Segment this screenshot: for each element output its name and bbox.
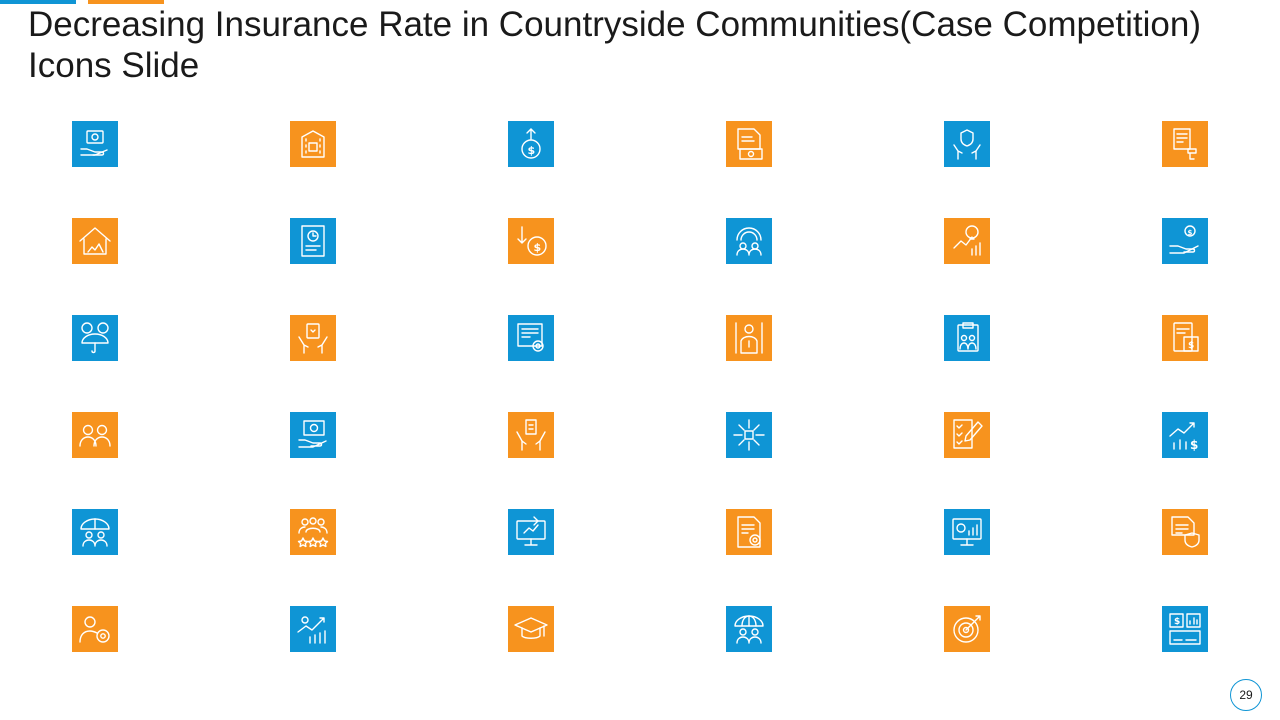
invoice-cash-tile — [726, 121, 772, 167]
slide-title: Decreasing Insurance Rate in Countryside… — [28, 5, 1202, 85]
investment-chart-icon: $ — [1169, 422, 1198, 452]
shared-insurance-icon — [736, 227, 762, 256]
hands-card-tile — [290, 315, 336, 361]
bank-building-tile — [290, 121, 336, 167]
bank-building-icon — [301, 130, 325, 158]
payment-card-icon: $ — [1173, 322, 1199, 352]
hand-coin-icon: $ — [1169, 225, 1199, 254]
document-stamp-icon — [1173, 128, 1197, 160]
target-tile — [944, 606, 990, 652]
accent-bar-blue — [0, 0, 76, 4]
accent-bar-orange — [88, 0, 164, 4]
house-insurance-tile — [72, 218, 118, 264]
svg-text:$: $ — [1174, 617, 1180, 627]
hands-box-tile — [508, 412, 554, 458]
life-insurance-icon — [735, 322, 763, 354]
svg-text:$: $ — [528, 144, 536, 157]
network-hub-tile — [726, 412, 772, 458]
global-insurance-icon — [734, 615, 764, 644]
customer-rating-tile — [290, 509, 336, 555]
secure-document-tile — [1162, 509, 1208, 555]
umbrella-coins-tile — [72, 315, 118, 361]
document-settings-tile — [726, 509, 772, 555]
customer-rating-icon — [297, 517, 329, 548]
document-settings-icon — [737, 516, 761, 548]
shared-insurance-tile — [726, 218, 772, 264]
growth-idea-tile — [944, 218, 990, 264]
investment-chart-tile: $ — [1162, 412, 1208, 458]
payment-card-tile: $ — [1162, 315, 1208, 361]
user-settings-tile — [72, 606, 118, 652]
cash-presentation-icon — [298, 420, 327, 448]
user-settings-icon — [79, 616, 110, 643]
svg-text:$: $ — [1188, 229, 1193, 237]
report-clock-tile — [290, 218, 336, 264]
protection-hands-tile — [944, 121, 990, 167]
secure-document-icon — [1171, 516, 1200, 548]
finance-board-tile: $ — [1162, 606, 1208, 652]
dollar-decrease-tile: $ — [508, 218, 554, 264]
certificate-settings-tile — [508, 315, 554, 361]
growth-idea-icon — [953, 225, 981, 256]
hands-box-icon — [516, 419, 546, 451]
clipboard-family-icon — [957, 322, 979, 352]
hands-card-icon — [298, 323, 328, 354]
money-bag-growth-icon: $ — [521, 128, 541, 159]
online-monitor-icon — [516, 516, 546, 546]
graduation-cap-icon — [514, 617, 548, 639]
money-in-hand-tile — [72, 121, 118, 167]
money-in-hand-icon — [80, 130, 108, 156]
house-insurance-icon — [79, 227, 111, 255]
svg-text:$: $ — [1190, 438, 1198, 452]
network-hub-icon — [733, 419, 765, 451]
graduation-cap-tile — [508, 606, 554, 652]
checklist-pen-icon — [953, 419, 983, 449]
analytics-monitor-tile — [944, 509, 990, 555]
revenue-growth-icon — [297, 616, 326, 644]
svg-text:$: $ — [534, 241, 542, 254]
hand-coin-tile: $ — [1162, 218, 1208, 264]
family-umbrella-tile — [72, 509, 118, 555]
umbrella-coins-icon — [81, 322, 109, 354]
money-bag-growth-tile: $ — [508, 121, 554, 167]
target-icon — [953, 615, 981, 643]
family-umbrella-icon — [80, 518, 110, 547]
document-stamp-tile — [1162, 121, 1208, 167]
protection-hands-icon — [953, 129, 981, 160]
cash-presentation-tile — [290, 412, 336, 458]
page-number: 29 — [1230, 679, 1262, 711]
report-clock-icon — [301, 225, 325, 257]
svg-text:$: $ — [1188, 341, 1194, 351]
analytics-monitor-icon — [952, 518, 982, 546]
online-monitor-tile — [508, 509, 554, 555]
dollar-decrease-icon: $ — [517, 226, 547, 256]
revenue-growth-tile — [290, 606, 336, 652]
clipboard-family-tile — [944, 315, 990, 361]
finance-board-icon: $ — [1169, 613, 1201, 645]
global-insurance-tile — [726, 606, 772, 652]
checklist-pen-tile — [944, 412, 990, 458]
certificate-settings-icon — [517, 323, 544, 352]
life-insurance-tile — [726, 315, 772, 361]
invoice-cash-icon — [737, 128, 763, 160]
two-users-tile — [72, 412, 118, 458]
two-users-icon — [79, 424, 111, 447]
